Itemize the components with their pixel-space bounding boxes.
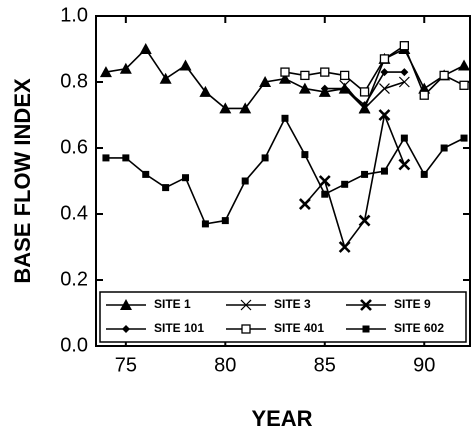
marker — [259, 76, 272, 87]
y-tick-label: 1.0 — [60, 4, 88, 26]
series-line — [284, 44, 465, 97]
marker — [439, 70, 449, 81]
y-tick-label: 0.4 — [60, 202, 88, 224]
marker — [379, 54, 390, 64]
x-tick-label: 75 — [115, 354, 137, 376]
marker — [398, 158, 411, 171]
x-axis-label: YEAR — [251, 406, 312, 431]
marker — [380, 167, 388, 175]
marker — [419, 90, 429, 100]
marker — [318, 175, 331, 187]
marker — [182, 174, 190, 182]
marker — [298, 82, 311, 94]
marker — [379, 83, 390, 95]
series-line — [105, 116, 465, 225]
marker — [399, 41, 410, 51]
legend-marker — [122, 325, 130, 333]
marker — [281, 114, 289, 122]
x-tick-label: 80 — [214, 354, 236, 376]
marker — [300, 70, 310, 81]
marker — [400, 134, 408, 142]
marker — [359, 87, 370, 97]
marker — [378, 109, 391, 121]
y-tick-label: 0.2 — [60, 268, 88, 290]
marker — [380, 68, 389, 77]
marker — [159, 72, 172, 84]
y-axis-label: BASE FLOW INDEX — [10, 78, 35, 284]
marker — [320, 67, 330, 77]
marker — [99, 66, 112, 78]
marker — [420, 170, 428, 178]
marker — [358, 214, 371, 227]
marker — [179, 59, 192, 71]
marker — [219, 102, 232, 114]
marker — [261, 154, 269, 162]
x-tick-label: 90 — [413, 354, 435, 376]
y-tick-label: 0.8 — [60, 70, 88, 92]
marker — [239, 102, 252, 114]
legend-marker — [240, 299, 252, 311]
marker — [361, 170, 369, 178]
marker — [398, 76, 410, 88]
legend-label: SITE 602 — [394, 321, 444, 335]
legend-marker — [120, 299, 132, 310]
marker — [340, 70, 350, 81]
marker — [280, 67, 290, 77]
marker — [301, 151, 309, 159]
legend-label: SITE 1 — [154, 297, 191, 311]
marker — [458, 59, 471, 71]
marker — [139, 43, 152, 54]
marker — [360, 101, 369, 110]
marker — [199, 85, 212, 97]
legend-label: SITE 9 — [394, 297, 431, 311]
legend-label: SITE 3 — [274, 297, 311, 311]
legend-label: SITE 401 — [274, 321, 324, 335]
legend-marker — [362, 325, 370, 333]
x-tick-label: 85 — [314, 354, 336, 376]
marker — [341, 180, 349, 188]
marker — [119, 62, 132, 74]
marker — [102, 154, 110, 162]
legend-label: SITE 101 — [154, 321, 204, 335]
marker — [142, 170, 150, 178]
marker — [241, 177, 249, 185]
y-tick-label: 0.0 — [60, 334, 88, 356]
marker — [460, 134, 468, 142]
legend-marker — [360, 299, 372, 311]
marker — [321, 190, 329, 198]
marker — [201, 220, 209, 228]
marker — [340, 84, 349, 93]
marker — [320, 84, 329, 93]
marker — [400, 68, 409, 77]
marker — [338, 241, 351, 253]
legend-box — [99, 291, 467, 343]
marker — [298, 198, 311, 211]
marker — [221, 217, 229, 225]
marker — [162, 184, 170, 192]
marker — [459, 80, 469, 90]
y-tick-label: 0.6 — [60, 136, 88, 158]
marker — [278, 72, 291, 84]
marker — [440, 144, 448, 152]
marker — [122, 154, 130, 162]
legend-marker — [241, 324, 251, 334]
series-line — [304, 112, 406, 249]
plot-frame — [95, 15, 471, 347]
